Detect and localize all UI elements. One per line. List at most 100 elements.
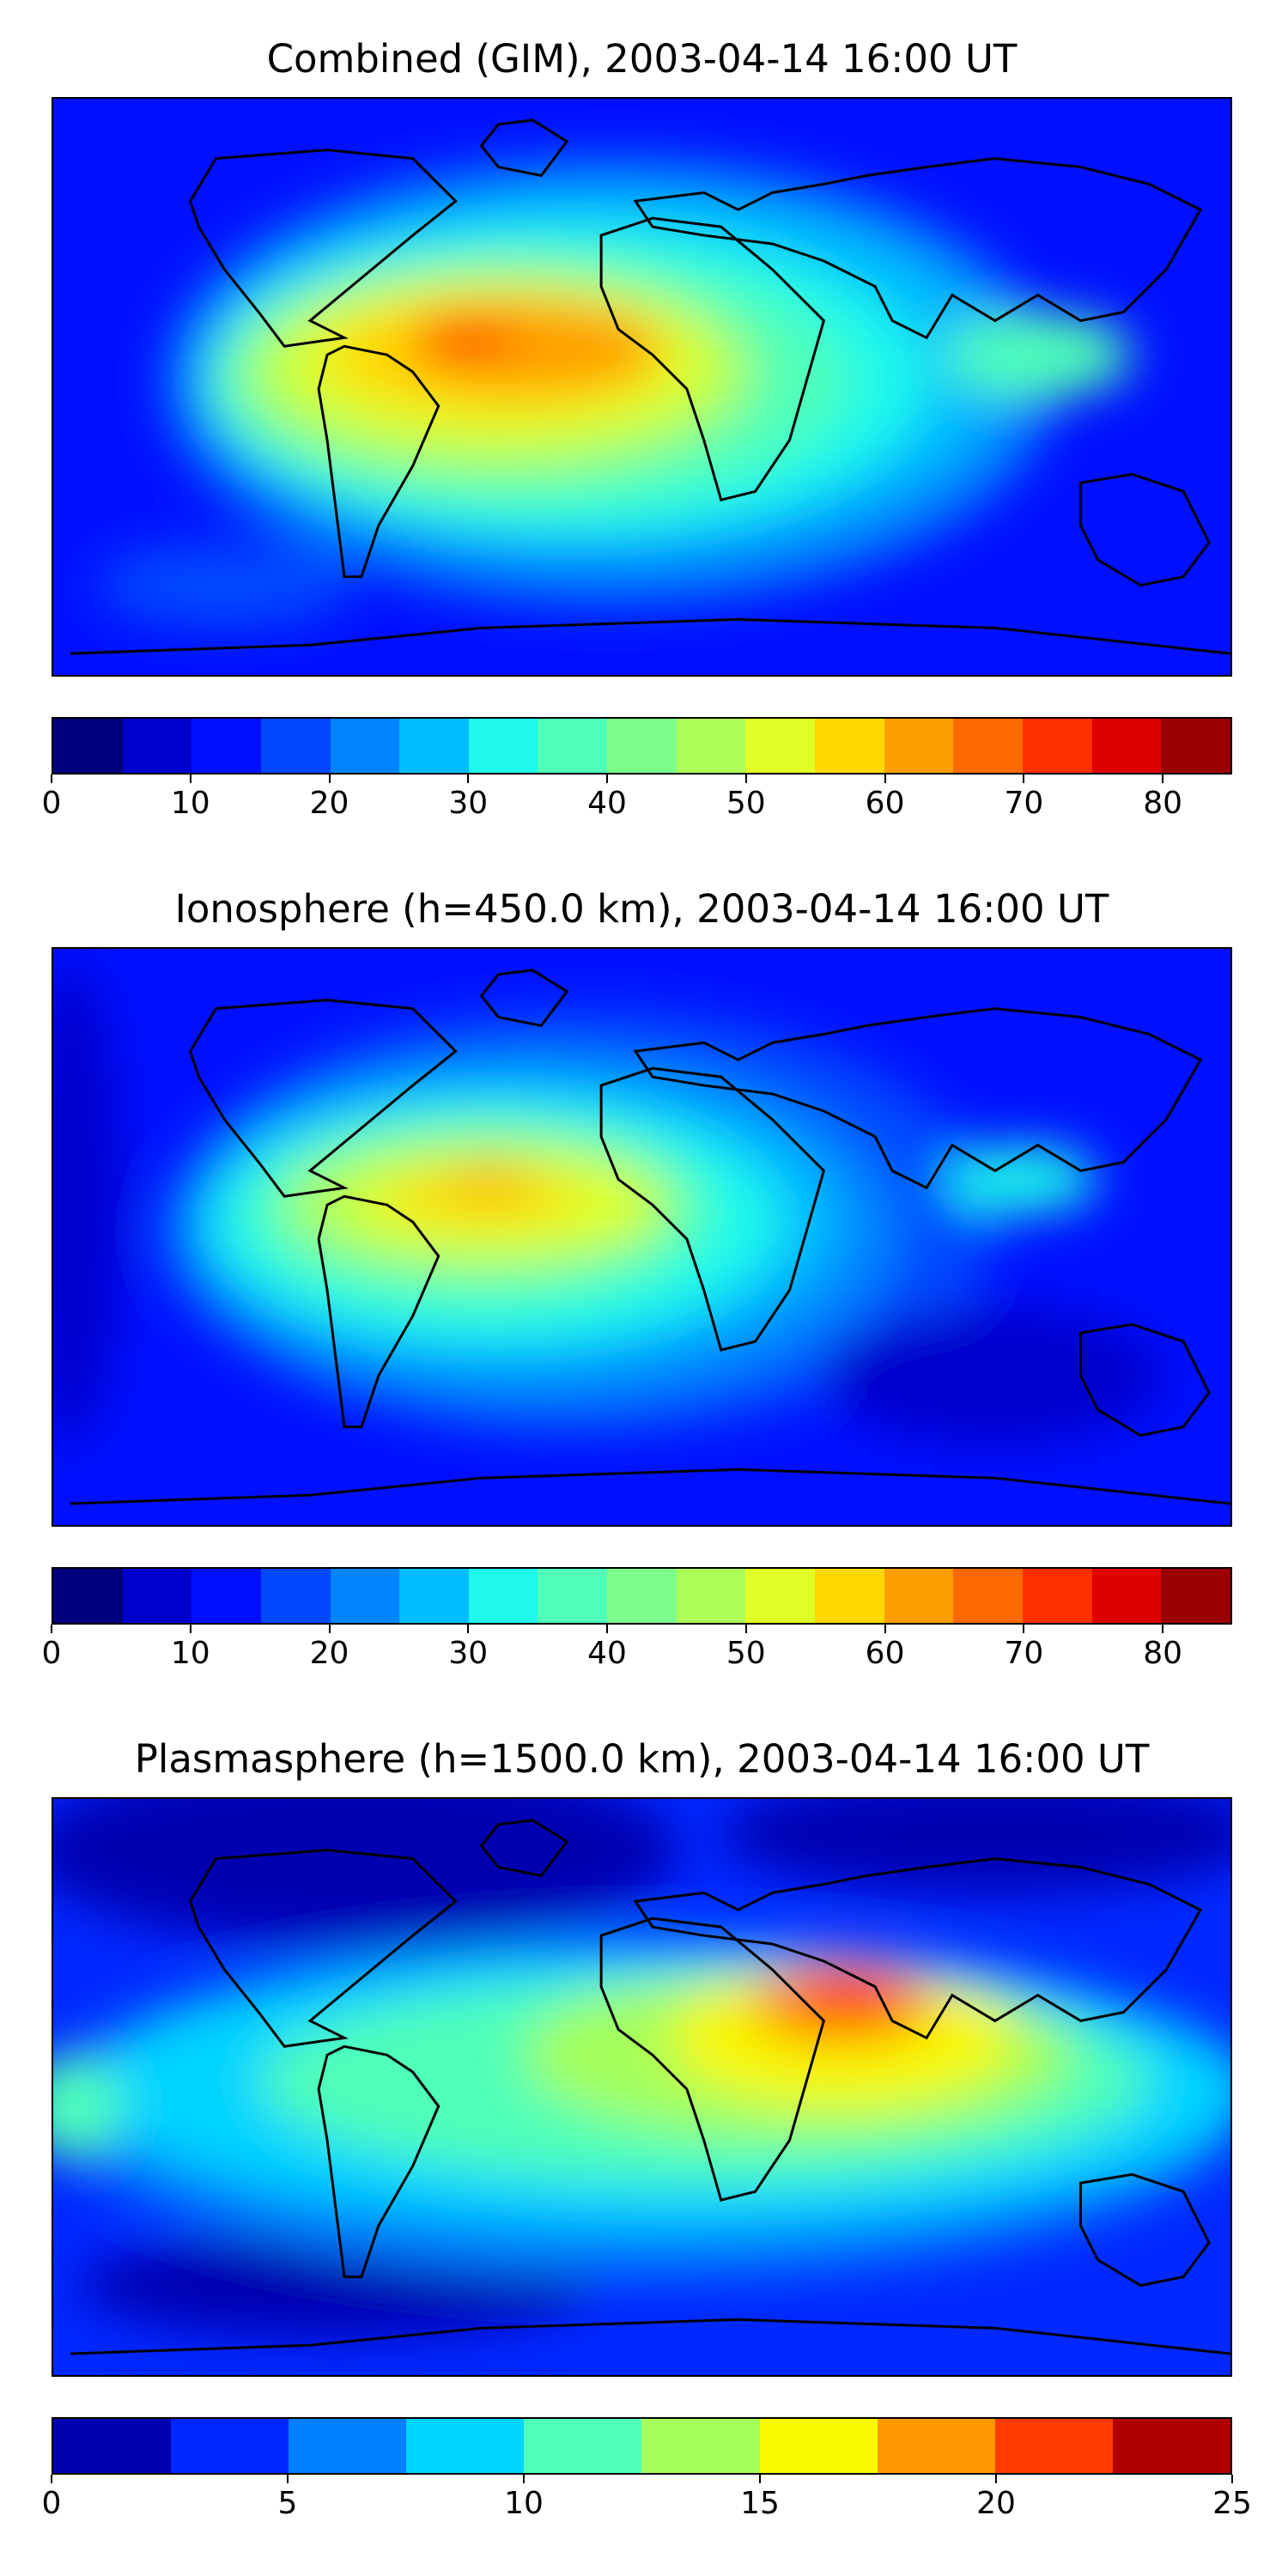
colorbar-tick-mark	[328, 775, 331, 783]
colorbar-tick-mark	[51, 2475, 52, 2483]
colorbar-bin	[53, 1569, 123, 1623]
colorbar-bin	[1161, 719, 1230, 773]
colorbar-tick-mark	[467, 1625, 470, 1633]
colorbar-tick-mark	[1231, 2475, 1233, 2483]
colorbar-bin	[759, 2419, 878, 2473]
colorbar-tick-label: 0	[41, 786, 62, 821]
colorbar-bin	[1161, 1569, 1230, 1623]
colorbar-tick-label: 5	[277, 2486, 298, 2521]
colorbar-ticks: 0 5 10 15 20 25	[42, 2475, 1252, 2526]
colorbar-bin	[260, 719, 331, 773]
coastlines	[70, 118, 1230, 655]
chart-title: Ionosphere (h=450.0 km), 2003-04-14 16:0…	[174, 886, 1109, 932]
colorbar-bin	[884, 719, 954, 773]
coastlines	[70, 969, 1230, 1505]
colorbar-tick-label: 0	[41, 1636, 62, 1671]
colorbar-tick-mark	[189, 775, 191, 783]
colorbar-tick-label: 10	[170, 786, 210, 821]
colorbar-tick-mark	[606, 1625, 609, 1633]
colorbar-bin	[538, 719, 608, 773]
colorbar-tick-label: 80	[1143, 1636, 1183, 1671]
colorbar-bin	[1112, 2419, 1230, 2473]
colorbar-tick-label: 10	[170, 1636, 210, 1671]
panel-plasmasphere: Plasmasphere (h=1500.0 km), 2003-04-14 1…	[0, 1717, 1288, 2576]
colorbar-tick-label: 20	[309, 786, 349, 821]
colorbar-bin	[641, 2419, 760, 2473]
colorbar-tick-label: 40	[587, 1636, 627, 1671]
panel-ionosphere: Ionosphere (h=450.0 km), 2003-04-14 16:0…	[0, 859, 1288, 1717]
colorbar-bin	[122, 1569, 192, 1623]
colorbar-bin	[468, 1569, 538, 1623]
colorbar-bin	[607, 1569, 677, 1623]
tec-map-svg	[53, 99, 1230, 675]
colorbar-tick-label: 20	[309, 1636, 349, 1671]
colorbar-bin	[330, 719, 400, 773]
colorbar-bin	[289, 2419, 407, 2473]
colorbar-tick-label: 25	[1212, 2486, 1252, 2521]
colorbar-tick-label: 70	[1004, 1636, 1044, 1671]
colorbar	[52, 2417, 1232, 2475]
colorbar-bin	[877, 2419, 995, 2473]
colorbar-tick-mark	[287, 2475, 289, 2483]
colorbar-tick-mark	[1023, 1625, 1025, 1633]
colorbar	[52, 717, 1232, 775]
colorbar-bin	[191, 1569, 261, 1623]
colorbar-tick-label: 15	[740, 2486, 780, 2521]
colorbar-ticks: 0 10 20 30 40 50 60 70 80	[42, 775, 1232, 826]
colorbar-tick-mark	[884, 775, 886, 783]
colorbar-bin	[330, 1569, 400, 1623]
colorbar-bin	[1091, 719, 1162, 773]
colorbar-bin	[468, 719, 538, 773]
colorbar-bin	[745, 1569, 816, 1623]
colorbar-tick-mark	[328, 1625, 331, 1633]
colorbar-tick-mark	[884, 1625, 886, 1633]
panel-combined: Combined (GIM), 2003-04-14 16:00 UT	[0, 0, 1288, 859]
colorbar-tick-label: 70	[1004, 786, 1044, 821]
colorbar-bin	[607, 719, 677, 773]
colorbar-tick-label: 10	[504, 2486, 544, 2521]
chart-title: Combined (GIM), 2003-04-14 16:00 UT	[266, 36, 1018, 82]
colorbar-tick-label: 30	[448, 786, 489, 821]
colorbar-ticks: 0 10 20 30 40 50 60 70 80	[42, 1625, 1232, 1676]
colorbar-bin	[122, 719, 192, 773]
colorbar-bin	[1022, 719, 1092, 773]
colorbar-tick-mark	[189, 1625, 191, 1633]
colorbar-tick-mark	[51, 1625, 52, 1633]
colorbar-tick-label: 50	[726, 786, 766, 821]
colorbar-bin	[1022, 1569, 1092, 1623]
tec-map	[52, 97, 1232, 677]
colorbar-bin	[260, 1569, 331, 1623]
colorbar-bin	[53, 719, 123, 773]
colorbar-bin	[745, 719, 816, 773]
colorbar-bin	[524, 2419, 642, 2473]
coastlines	[70, 1819, 1230, 2355]
colorbar-bin	[399, 719, 469, 773]
tec-map-svg	[53, 949, 1230, 1525]
colorbar-bin	[538, 1569, 608, 1623]
colorbar-bin	[399, 1569, 469, 1623]
colorbar-bin	[1091, 1569, 1162, 1623]
colorbar-tick-label: 20	[976, 2486, 1016, 2521]
tec-map	[52, 1797, 1232, 2377]
colorbar-tick-mark	[1162, 1625, 1164, 1633]
colorbar-tick-mark	[467, 775, 470, 783]
colorbar-tick-label: 80	[1143, 786, 1183, 821]
colorbar-bin	[953, 1569, 1023, 1623]
colorbar-bin	[815, 719, 884, 773]
colorbar-tick-label: 40	[587, 786, 627, 821]
colorbar-tick-mark	[744, 775, 747, 783]
colorbar	[52, 1567, 1232, 1625]
colorbar-tick-mark	[51, 775, 52, 783]
colorbar-tick-mark	[744, 1625, 747, 1633]
colorbar-bin	[676, 1569, 746, 1623]
colorbar-tick-mark	[1162, 775, 1164, 783]
colorbar-bin	[676, 719, 746, 773]
colorbar-tick-label: 0	[41, 2486, 62, 2521]
contour-fill	[95, 158, 1133, 629]
contour-fill	[53, 1799, 1230, 2337]
colorbar-bin	[406, 2419, 525, 2473]
colorbar-tick-label: 30	[448, 1636, 489, 1671]
colorbar-bin	[994, 2419, 1113, 2473]
colorbar-tick-label: 60	[865, 786, 905, 821]
colorbar-tick-mark	[606, 775, 609, 783]
